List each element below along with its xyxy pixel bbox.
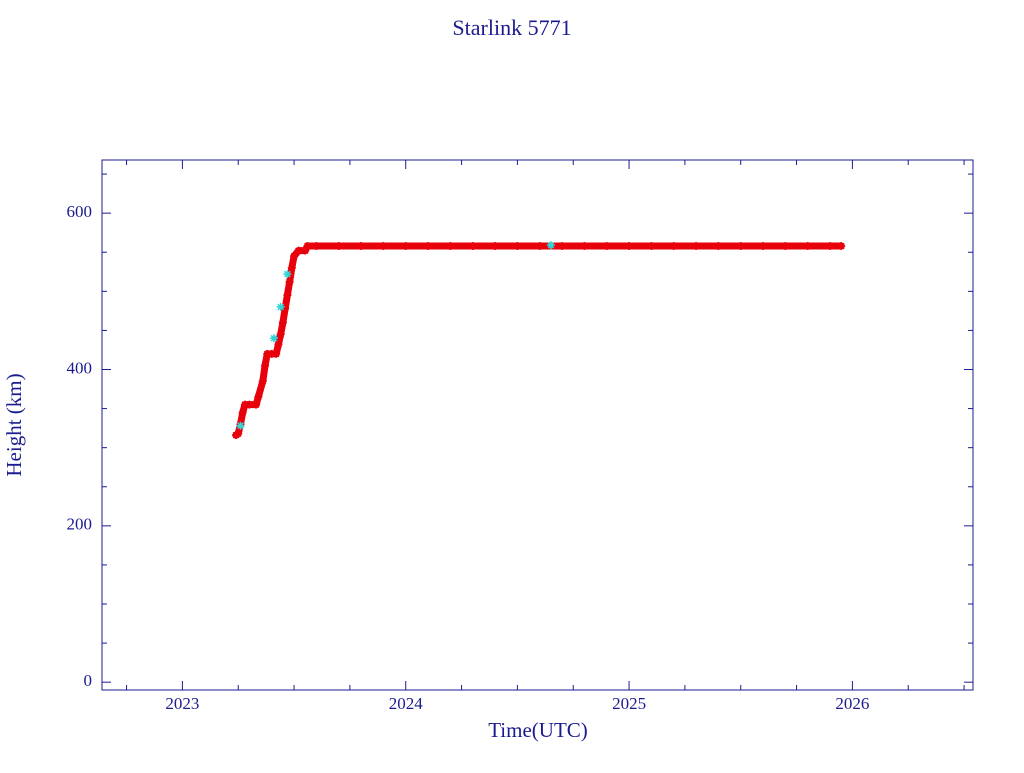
point-marker	[269, 334, 278, 343]
plot-frame	[101, 159, 974, 691]
y-tick-label: 0	[84, 671, 93, 690]
point-marker	[669, 241, 678, 250]
point-marker	[781, 241, 790, 250]
chart-title: Starlink 5771	[452, 15, 571, 40]
point-marker	[240, 400, 249, 409]
point-marker	[647, 241, 656, 250]
point-marker	[546, 241, 555, 250]
y-tick-label: 600	[67, 202, 93, 221]
y-tick-label: 400	[67, 358, 93, 377]
x-axis-label: Time(UTC)	[488, 718, 588, 742]
x-tick-label: 2023	[165, 694, 199, 713]
point-marker	[625, 241, 634, 250]
point-marker	[263, 349, 272, 358]
point-marker	[491, 241, 500, 250]
y-axis-label: Height (km)	[2, 373, 26, 476]
x-tick-label: 2025	[612, 694, 646, 713]
point-marker	[303, 241, 312, 250]
point-marker	[294, 246, 303, 255]
point-marker	[238, 408, 247, 417]
point-marker	[287, 263, 296, 272]
point-marker	[252, 400, 261, 409]
point-marker	[602, 241, 611, 250]
series-line	[232, 242, 845, 439]
point-marker	[234, 429, 243, 438]
point-marker	[334, 241, 343, 250]
point-marker	[424, 241, 433, 250]
point-marker	[379, 241, 388, 250]
point-marker	[290, 252, 299, 261]
point-marker	[558, 241, 567, 250]
point-marker	[278, 318, 287, 327]
point-marker	[837, 241, 846, 250]
point-marker	[826, 241, 835, 250]
point-marker	[283, 270, 292, 279]
point-marker	[274, 340, 283, 349]
point-marker	[401, 241, 410, 250]
y-tick-label: 200	[67, 515, 93, 534]
point-marker	[285, 277, 294, 286]
point-marker	[803, 241, 812, 250]
point-marker	[236, 421, 245, 430]
point-marker	[258, 377, 267, 386]
point-marker	[736, 241, 745, 250]
point-marker	[281, 304, 290, 313]
point-marker	[276, 302, 285, 311]
point-marker	[261, 361, 270, 370]
point-marker	[714, 241, 723, 250]
point-marker	[357, 241, 366, 250]
point-marker	[312, 241, 321, 250]
point-marker	[513, 241, 522, 250]
point-marker	[759, 241, 768, 250]
point-marker	[535, 241, 544, 250]
point-marker	[276, 330, 285, 339]
x-tick-label: 2024	[389, 694, 424, 713]
point-marker	[267, 349, 276, 358]
x-tick-label: 2026	[835, 694, 869, 713]
point-marker	[468, 241, 477, 250]
point-marker	[580, 241, 589, 250]
point-marker	[272, 349, 281, 358]
point-marker	[301, 246, 310, 255]
point-marker	[245, 400, 254, 409]
point-marker	[692, 241, 701, 250]
point-marker	[283, 291, 292, 300]
point-marker	[446, 241, 455, 250]
point-marker	[254, 392, 263, 401]
